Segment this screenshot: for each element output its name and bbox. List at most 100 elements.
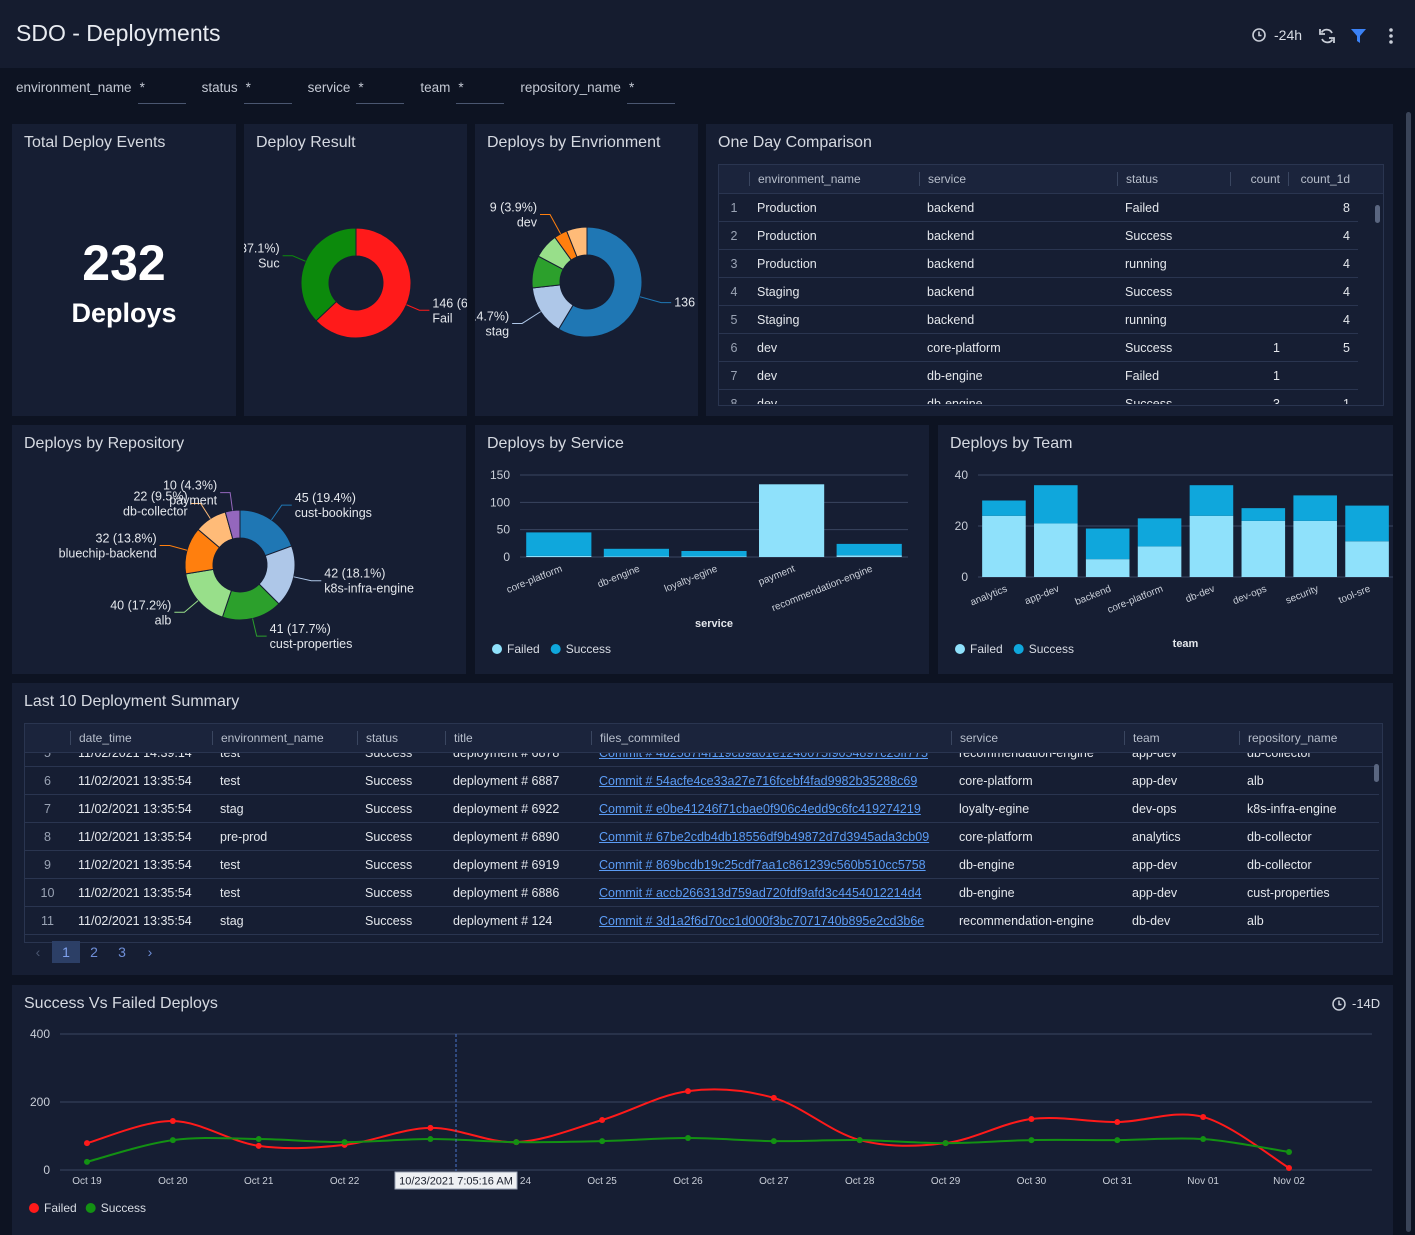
filter-value[interactable]: * [243,80,292,104]
filter[interactable]: status * [202,80,292,104]
table-cell: app-dev [1132,773,1178,788]
page-number[interactable]: 1 [52,941,80,963]
point[interactable] [84,1158,90,1165]
point[interactable] [685,1135,691,1142]
column-header[interactable]: status [357,731,445,745]
legend-label: Success [1029,642,1074,656]
point[interactable] [513,1139,520,1146]
point[interactable] [255,1136,262,1143]
table-cell: Success [1125,396,1173,405]
slice-category: dev [517,215,538,229]
point[interactable] [1114,1119,1121,1126]
commit-link[interactable]: Commit # 67be2cdb4db18556df9b49872d7d394… [599,829,930,844]
panel: Deploys by Team 0 20 40 analytics app-dev back… [938,425,1393,674]
point[interactable] [427,1136,434,1143]
clock-icon[interactable] [1332,997,1346,1011]
column-header[interactable]: date_time [70,731,212,745]
filter-value[interactable]: * [356,80,405,104]
column-header[interactable]: environment_name [749,172,919,186]
filter[interactable]: service * [308,80,405,104]
time-range[interactable]: -24h [1274,27,1303,43]
point[interactable] [685,1088,691,1095]
commit-link[interactable]: Commit # 869bcdb19c25cdf7aa1c861239c560b… [599,857,926,872]
column-header[interactable]: count [1230,172,1288,186]
point[interactable] [169,1118,176,1125]
column-header[interactable]: environment_name [212,731,357,745]
time-range[interactable]: -14D [1352,996,1380,1011]
bar [759,484,825,557]
point[interactable] [1114,1137,1121,1144]
table-cell: core-platform [927,340,1001,355]
page-number[interactable]: 3 [118,944,126,960]
x-tick-label: core-platform [1106,584,1165,616]
table-cell: deployment # 6887 [453,773,560,788]
page-number[interactable]: 2 [90,944,98,960]
table-cell: Success [1125,284,1173,299]
filter-value[interactable]: * [456,80,505,104]
filter-value[interactable]: * [137,80,186,104]
point[interactable] [1028,1137,1035,1144]
point[interactable] [599,1117,606,1124]
table-cell: alb [1247,773,1264,788]
slice [557,226,643,338]
commit-link[interactable]: Commit # 3d1a2f6d70cc1d000f3bc7071740b89… [599,913,925,928]
point[interactable] [1200,1136,1207,1143]
point[interactable] [856,1137,863,1144]
legend-swatch [1013,644,1024,654]
point[interactable] [84,1140,90,1147]
x-tick-label: Oct 29 [931,1176,961,1187]
table-scrollbar[interactable] [1374,764,1379,782]
header: SDO - Deployments -24h [0,0,1415,68]
commit-link[interactable]: Commit # e0be41246f71cbae0f906c4edd9c6fc… [599,801,921,816]
table-cell: db-collector [1247,829,1312,844]
column-header[interactable]: repository_name [1239,731,1379,745]
column-header[interactable]: status [1117,172,1230,186]
point[interactable] [341,1139,348,1146]
slice-category: bluechip-backend [59,546,157,560]
page-prev[interactable]: ‹ [35,944,41,960]
page-next[interactable]: › [147,944,153,960]
legend-label: Failed [44,1201,77,1215]
point[interactable] [1286,1148,1292,1155]
column-header[interactable]: service [919,172,1117,186]
column-header[interactable]: files_commited [591,731,951,745]
filter-value[interactable]: * [626,80,675,104]
slice-category: Suc [258,257,280,271]
page-scrollbar[interactable] [1406,112,1411,1232]
column-header[interactable]: title [445,731,591,745]
table-row: 8 11/02/2021 13:35:54 pre-prod Success deplo… [25,823,1379,851]
table-cell: 5 [1343,340,1350,355]
line [86,1136,1290,1163]
filter[interactable]: environment_name * [16,80,186,104]
point[interactable] [169,1137,176,1144]
table-cell: Success [365,829,413,844]
commit-link[interactable]: Commit # 4b2587f4f119cb9a01e1240075f9054… [599,753,928,760]
commit-link[interactable]: Commit # 54acfe4ce33a27e716fcebf4fad9982… [599,773,918,788]
refresh-icon[interactable] [1318,27,1336,45]
point[interactable] [1286,1164,1292,1171]
commit-link[interactable]: Commit # accb266313d759ad720fdf9afd3c445… [599,885,922,900]
filter[interactable]: repository_name * [520,80,675,104]
filter-icon[interactable] [1350,27,1367,44]
column-header[interactable]: count_1d [1288,172,1358,186]
point[interactable] [942,1140,949,1147]
point[interactable] [770,1094,777,1101]
point[interactable] [255,1142,262,1149]
column-header[interactable]: team [1124,731,1239,745]
menu-icon[interactable] [1386,27,1396,45]
point[interactable] [599,1138,606,1145]
point[interactable] [1200,1113,1207,1120]
point[interactable] [770,1138,777,1145]
bar [982,500,1026,516]
point[interactable] [427,1124,434,1131]
table-scrollbar[interactable] [1375,205,1380,223]
row-number: 10 [40,885,55,900]
filter[interactable]: team * [420,80,505,104]
point[interactable] [1028,1116,1035,1122]
clock-icon[interactable] [1251,27,1267,43]
panel: Success Vs Failed Deploys -14D 0 200 400 Oct … [12,985,1393,1235]
x-tick-label: tool-sre [1337,583,1372,606]
slice-category: alb [155,613,172,627]
column-header[interactable]: service [951,731,1124,745]
